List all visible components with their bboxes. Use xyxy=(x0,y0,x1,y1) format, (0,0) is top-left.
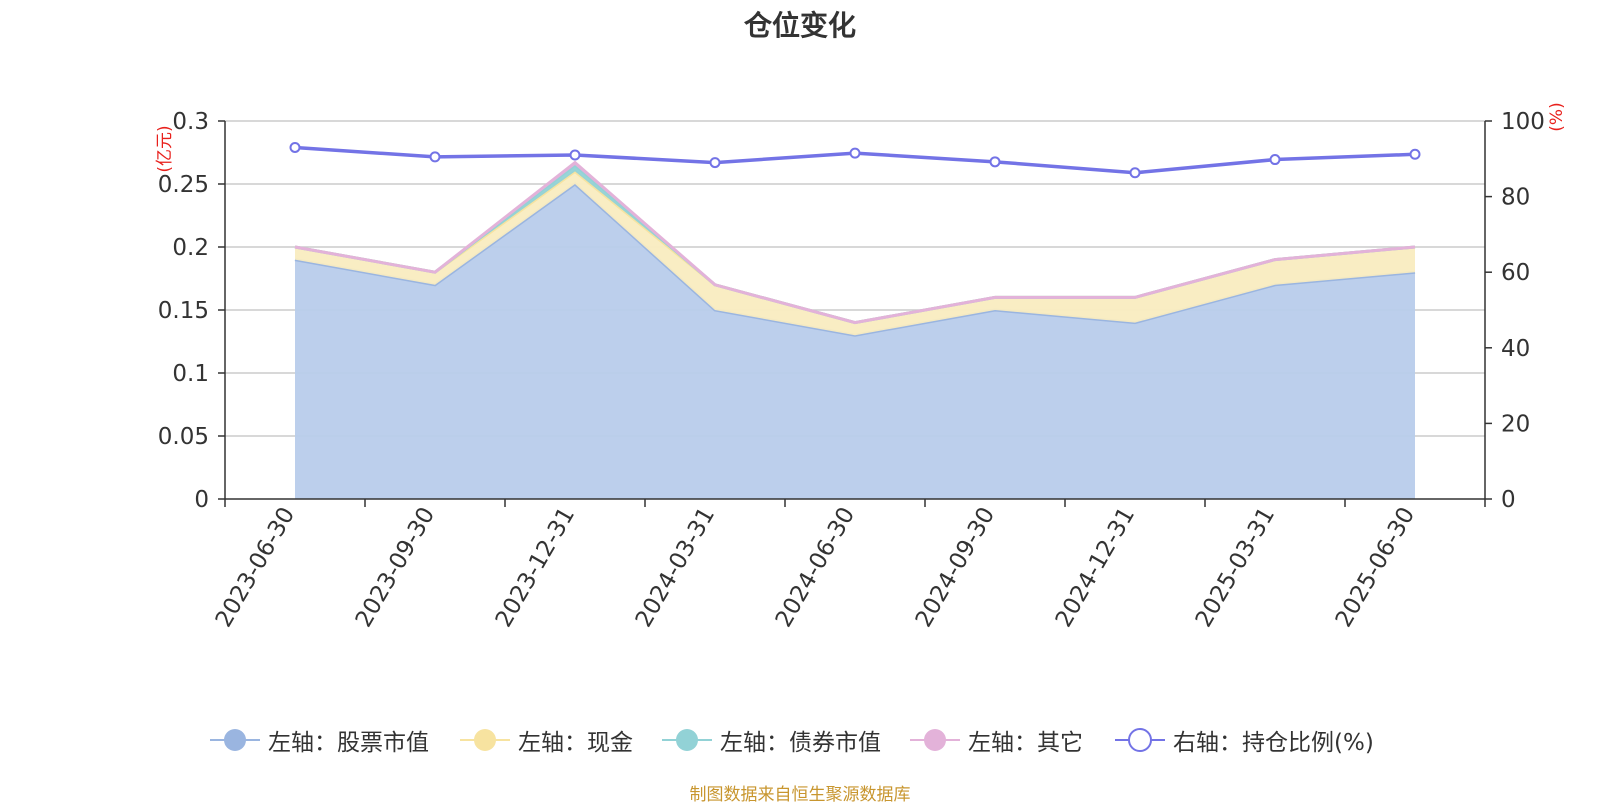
point-position_ratio xyxy=(569,149,581,161)
line-series xyxy=(289,141,1421,179)
legend-label: 左轴：现金 xyxy=(518,730,633,756)
chart-title: 仓位变化 xyxy=(743,9,856,42)
source-note: 制图数据来自恒生聚源数据库 xyxy=(689,785,911,805)
y-left-tick-label: 0.05 xyxy=(158,424,209,450)
point-position_ratio xyxy=(1129,167,1141,179)
y-right-tick-label: 60 xyxy=(1501,260,1530,286)
y-right-axis-label: (%) xyxy=(1547,102,1567,131)
legend-swatch-icon xyxy=(210,729,260,751)
legend-label: 左轴：股票市值 xyxy=(268,730,429,756)
y-left-tick-label: 0.25 xyxy=(158,172,209,198)
chart-canvas: 0 0.05 0.1 0.15 0.2 0.25 0.3 0 20 40 60 80 100 (亿元) (%… xyxy=(155,102,1567,632)
legend-label: 右轴：持仓比例(%) xyxy=(1173,730,1374,756)
legend-swatch-marker xyxy=(474,729,496,751)
point-position_ratio xyxy=(429,151,441,163)
x-tick-label: 2023-06-30 xyxy=(211,503,300,632)
legend-swatch-marker xyxy=(224,729,246,751)
x-tick-label: 2024-06-30 xyxy=(771,503,860,632)
point-position_ratio xyxy=(709,157,721,169)
point-position_ratio xyxy=(1269,154,1281,166)
x-tick-label: 2025-06-30 xyxy=(1331,503,1420,632)
legend-swatch-marker xyxy=(1128,728,1152,752)
point-position_ratio xyxy=(1409,148,1421,160)
legend-swatch-marker xyxy=(676,729,698,751)
legend-swatch-marker xyxy=(924,729,946,751)
y-right-tick-label: 100 xyxy=(1501,109,1545,135)
y-left-tick-label: 0.1 xyxy=(172,361,209,387)
legend-item[interactable]: 右轴：持仓比例(%) xyxy=(1115,720,1374,760)
x-tick-label: 2024-03-31 xyxy=(631,503,720,632)
y-left-axis-label: (亿元) xyxy=(155,125,175,172)
legend-swatch-icon xyxy=(910,729,960,751)
legend-item[interactable]: 左轴：其它 xyxy=(910,720,1083,760)
point-position_ratio xyxy=(989,156,1001,168)
legend: 左轴：股票市值 左轴：现金 左轴：债券市值 左轴：其它 右轴：持仓比例(%) xyxy=(0,720,1600,760)
y-left-tick-label: 0 xyxy=(194,487,209,513)
legend-swatch-icon xyxy=(460,729,510,751)
legend-swatch-icon xyxy=(662,729,712,751)
x-tick-label: 2024-09-30 xyxy=(911,503,1000,632)
area-line-other xyxy=(294,160,1416,325)
legend-swatch-icon xyxy=(1115,728,1165,752)
legend-item[interactable]: 左轴：债券市值 xyxy=(662,720,881,760)
legend-item[interactable]: 左轴：股票市值 xyxy=(210,720,429,760)
y-right-tick-label: 40 xyxy=(1501,336,1530,362)
x-tick-label: 2024-12-31 xyxy=(1051,503,1140,632)
point-position_ratio xyxy=(289,141,301,153)
x-tick-label: 2023-12-31 xyxy=(491,503,580,632)
legend-item[interactable]: 左轴：现金 xyxy=(460,720,633,760)
legend-label: 左轴：债券市值 xyxy=(720,730,881,756)
y-left-tick-label: 0.15 xyxy=(158,298,209,324)
x-tick-label: 2025-03-31 xyxy=(1191,503,1280,632)
y-left-tick-label: 0.3 xyxy=(172,109,209,135)
point-position_ratio xyxy=(849,147,861,159)
area-stock xyxy=(295,184,1415,499)
legend-label: 左轴：其它 xyxy=(968,730,1083,756)
x-tick-label: 2023-09-30 xyxy=(351,503,440,632)
area-series xyxy=(294,160,1416,499)
y-right-tick-label: 0 xyxy=(1501,487,1516,513)
y-left-tick-label: 0.2 xyxy=(172,235,209,261)
y-right-tick-label: 20 xyxy=(1501,411,1530,437)
y-right-tick-label: 80 xyxy=(1501,185,1530,211)
